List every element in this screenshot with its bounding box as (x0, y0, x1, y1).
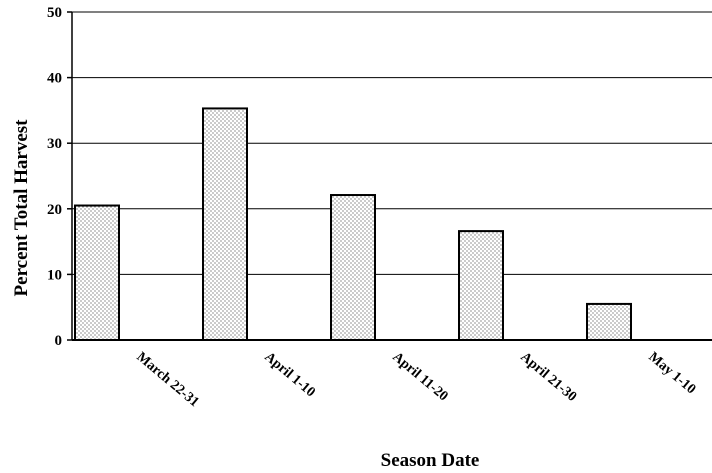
bar-3 (330, 194, 376, 341)
bar-2 (202, 107, 248, 341)
axes (67, 11, 712, 341)
x-tick-label-3: April 11-20 (389, 350, 450, 405)
y-tick-label-50: 50 (47, 5, 62, 21)
y-tick-label-0: 0 (55, 333, 63, 349)
bars (74, 107, 632, 342)
bar-4 (458, 230, 504, 342)
x-tick-label-5: May 1-10 (645, 350, 698, 398)
bar-5 (586, 302, 632, 342)
y-tick-labels: 0 10 20 30 40 50 (47, 5, 62, 349)
y-axis-title: Percent Total Harvest (11, 119, 32, 297)
x-axis-title: Season Date (381, 450, 480, 471)
y-tick-label-30: 30 (47, 136, 62, 152)
y-tick-label-10: 10 (47, 267, 62, 283)
bar-1 (74, 204, 120, 341)
gridlines (72, 11, 712, 275)
x-tick-label-1: March 22-31 (133, 350, 201, 411)
y-tick-label-20: 20 (47, 202, 62, 218)
x-tick-label-4: April 21-30 (517, 350, 579, 405)
x-tick-label-2: April 1-10 (261, 350, 317, 401)
x-tick-labels: March 22-31 April 1-10 April 11-20 April 21… (133, 350, 698, 411)
y-tick-label-40: 40 (47, 71, 62, 87)
